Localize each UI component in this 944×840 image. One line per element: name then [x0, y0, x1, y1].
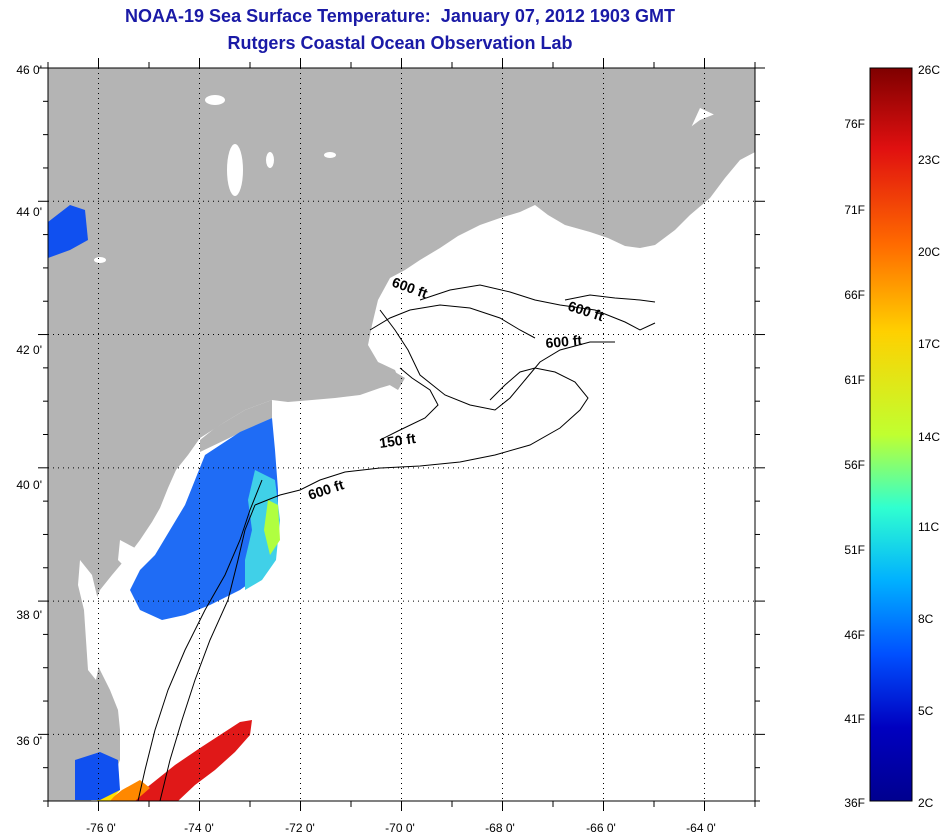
cb-celsius-label: 23C	[918, 153, 940, 167]
cb-fahrenheit-label: 66F	[844, 288, 865, 302]
lake	[266, 152, 274, 168]
axis-ticks	[38, 58, 765, 811]
longitude-labels: -76 0' -74 0' -72 0' -70 0' -68 0' -66 0…	[86, 821, 716, 835]
contour-inner	[369, 304, 536, 339]
lon-tick-label: -64 0'	[686, 821, 716, 835]
lake-champlain	[227, 144, 243, 196]
cb-celsius-label: 17C	[918, 337, 940, 351]
contour-scotian	[564, 294, 656, 303]
contour-label: 600 ft	[545, 332, 583, 351]
land-nova-scotia	[565, 112, 755, 248]
contour-150ft	[137, 479, 263, 801]
cb-fahrenheit-label: 46F	[844, 628, 865, 642]
lat-tick-label: 46 0'	[16, 63, 42, 77]
cb-celsius-label: 8C	[918, 612, 934, 626]
sst-pamlico	[75, 752, 120, 800]
lon-tick-label: -76 0'	[86, 821, 116, 835]
cb-fahrenheit-label: 36F	[844, 796, 865, 810]
lat-tick-label: 38 0'	[16, 608, 42, 622]
cb-fahrenheit-label: 61F	[844, 373, 865, 387]
lon-tick-label: -66 0'	[586, 821, 616, 835]
lat-tick-label: 36 0'	[16, 734, 42, 748]
contour-gulf-maine	[379, 309, 615, 411]
latitude-labels: 46 0' 44 0' 42 0' 40 0' 38 0' 36 0'	[16, 63, 42, 748]
lat-tick-label: 44 0'	[16, 205, 42, 219]
lon-tick-label: -70 0'	[385, 821, 415, 835]
lake	[94, 257, 106, 263]
sst-slope-green	[264, 500, 280, 555]
colorbar-celsius-labels: 26C 23C 20C 17C 14C 11C 8C 5C 2C	[918, 63, 940, 810]
cb-fahrenheit-label: 51F	[844, 543, 865, 557]
contour-georges	[419, 284, 656, 331]
map-subtitle: Rutgers Coastal Ocean Observation Lab	[227, 33, 573, 53]
cb-fahrenheit-label: 76F	[844, 117, 865, 131]
cb-fahrenheit-label: 56F	[844, 458, 865, 472]
land-cape-cod	[368, 362, 405, 390]
land-long-island	[200, 400, 272, 452]
lat-tick-label: 42 0'	[16, 343, 42, 357]
cb-celsius-label: 20C	[918, 245, 940, 259]
contour-600ft-outer	[159, 504, 256, 801]
delaware-bay	[118, 540, 140, 572]
lon-tick-label: -72 0'	[285, 821, 315, 835]
sst-coastal-swath	[130, 418, 278, 620]
contour-label: 150 ft	[378, 430, 417, 451]
cb-celsius-label: 14C	[918, 430, 940, 444]
land-mainland	[48, 68, 755, 801]
cb-celsius-label: 26C	[918, 63, 940, 77]
bathymetry-contours	[137, 284, 656, 801]
colorbar	[869, 67, 913, 802]
cb-celsius-label: 11C	[918, 520, 939, 534]
lake	[324, 152, 336, 158]
sst-gulf-stream	[130, 720, 252, 801]
contour-150ft-ne	[379, 367, 439, 441]
lon-tick-label: -68 0'	[485, 821, 515, 835]
cb-fahrenheit-label: 41F	[844, 712, 865, 726]
map-title: NOAA-19 Sea Surface Temperature: January…	[125, 6, 675, 26]
cb-celsius-label: 5C	[918, 704, 934, 718]
lat-lon-grid	[48, 68, 755, 801]
chesapeake-bay	[78, 560, 102, 680]
cb-celsius-label: 2C	[918, 796, 934, 810]
lake	[205, 95, 225, 105]
sst-lake-ontario	[48, 205, 88, 258]
cb-fahrenheit-label: 71F	[844, 203, 865, 217]
lon-tick-label: -74 0'	[184, 821, 214, 835]
colorbar-fahrenheit-labels: 76F 71F 66F 61F 56F 51F 46F 41F 36F	[844, 117, 865, 810]
lat-tick-label: 40 0'	[16, 478, 42, 492]
